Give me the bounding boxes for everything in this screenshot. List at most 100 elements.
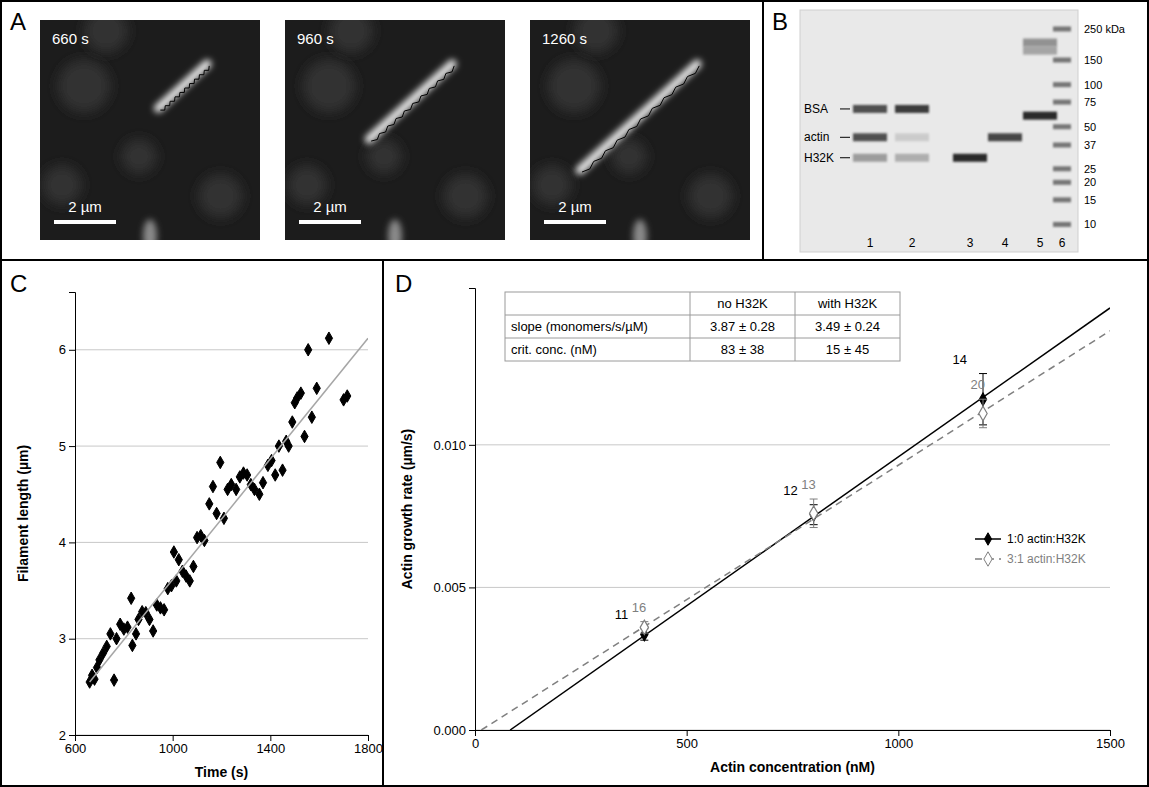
tick-mark [368, 735, 369, 741]
tick: 5 [59, 439, 75, 454]
axis: 23456 [59, 293, 76, 743]
data-point [640, 620, 648, 634]
error-bar-cap [979, 399, 987, 400]
data-point [103, 640, 110, 652]
image-background [285, 20, 505, 240]
panel-border [382, 260, 384, 787]
y-axis-title: Actin growth rate (µm/s) [399, 429, 415, 590]
axis-line [469, 289, 476, 731]
filament-trace [582, 66, 699, 172]
error-bar-cap [979, 373, 987, 374]
lane-label: 3 [967, 236, 974, 250]
image-frame: 660 s 2 µm [40, 9, 260, 252]
tick: 0.005 [433, 580, 475, 595]
table-cell: 83 ± 38 [721, 342, 764, 357]
tick-mark [1110, 730, 1111, 736]
error-bar [979, 399, 987, 428]
ladder-label: 50 [1084, 121, 1096, 133]
tick-mark [469, 587, 475, 588]
tick-label: 1400 [256, 741, 285, 756]
tick: 0.010 [433, 437, 475, 452]
error-bar-cap [810, 499, 818, 500]
data-point [113, 632, 120, 644]
tick: 1000 [884, 730, 913, 751]
background-noise [548, 60, 601, 113]
gel-band [988, 133, 1022, 141]
data-point [146, 613, 153, 625]
data-point [313, 382, 320, 394]
ladder-band [1053, 124, 1071, 129]
background-noise [611, 139, 646, 174]
filament-trace [160, 66, 209, 110]
lane-label: 2 [909, 236, 916, 250]
count-label: 12 [783, 483, 797, 498]
legend-label: 1:0 actin:H32K [1007, 532, 1086, 546]
lane-label: 5 [1037, 236, 1044, 250]
tick-mark [898, 730, 899, 736]
grid-line [475, 444, 1110, 445]
time-label: 1260 s [542, 30, 587, 47]
panel-border [762, 0, 764, 260]
data-point [344, 390, 351, 402]
data-point [272, 469, 279, 481]
tick-mark [69, 446, 75, 447]
tick-label: 600 [65, 741, 87, 756]
gel-band [1023, 47, 1057, 55]
legend-entry: 1:0 actin:H32K [975, 532, 1086, 546]
axis: 050010001500 [472, 730, 1125, 751]
ladder-label: 10 [1084, 218, 1096, 230]
data-point [305, 344, 312, 356]
tick: 500 [676, 730, 698, 751]
background-noise [329, 20, 373, 53]
ladder-band [1053, 82, 1071, 87]
other-filament [143, 220, 157, 240]
scale-bar [299, 220, 361, 224]
filament [369, 64, 452, 139]
tick: 1000 [159, 735, 188, 756]
background-noise [198, 174, 242, 218]
tick-label: 0.010 [433, 437, 466, 452]
data-point [190, 560, 197, 572]
ladder-band [1053, 222, 1071, 227]
gel-band [953, 154, 987, 162]
tick: 2 [59, 728, 75, 743]
table-cell: 15 ± 45 [826, 342, 869, 357]
legend-entry: 3:1 actin:H32K [975, 552, 1086, 566]
data-point [297, 387, 304, 399]
tick: 1500 [1096, 730, 1125, 751]
tick: 1400 [256, 735, 285, 756]
ladder-label: 37 [1084, 139, 1096, 151]
scale-bar-label: 2 µm [313, 198, 347, 215]
gel-band [1023, 112, 1057, 120]
tick-mark [173, 735, 174, 741]
axis-line [76, 736, 369, 742]
axis-line [69, 293, 76, 736]
time-label: 660 s [52, 30, 89, 47]
count-label: 20 [971, 377, 985, 392]
tick-mark [469, 445, 475, 446]
band-pointer [840, 108, 850, 109]
band-label: H32K [804, 151, 834, 165]
panel-letter: C [10, 270, 27, 297]
scale-bar-label: 2 µm [68, 198, 102, 215]
data-point [175, 553, 182, 565]
band-label: BSA [804, 102, 828, 116]
gel-band [853, 105, 887, 113]
legend-marker [984, 552, 992, 566]
data-point [186, 575, 193, 587]
data-point [308, 411, 315, 423]
table-background [505, 292, 900, 361]
tick: 3 [59, 631, 75, 646]
gel-band [853, 154, 887, 162]
panel-border [0, 259, 1149, 261]
tick-label: 1000 [884, 736, 913, 751]
tick: 6 [59, 342, 75, 357]
ladder-label: 250 kDa [1084, 23, 1126, 35]
axis-line [476, 731, 1111, 737]
band-label: actin [804, 130, 829, 144]
panel-letter: A [10, 8, 26, 35]
band-pointer [840, 157, 850, 158]
gel-band [895, 133, 929, 141]
ladder-band [1053, 143, 1071, 148]
background-noise [366, 139, 401, 174]
